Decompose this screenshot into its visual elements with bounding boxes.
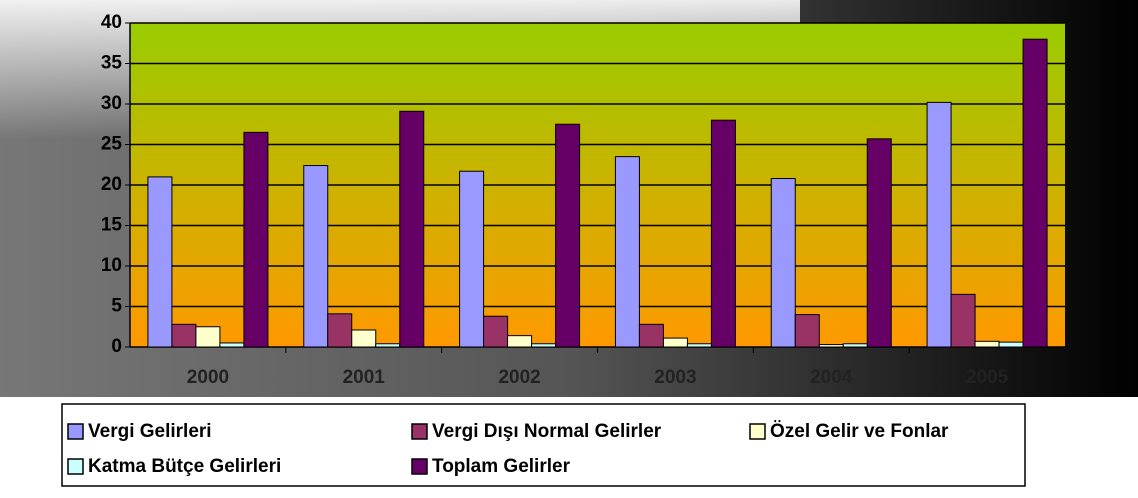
legend-label: Özel Gelir ve Fonlar [770,421,949,442]
legend-label: Vergi Gelirleri [88,421,212,442]
bar [770,178,796,348]
legend-swatch [411,423,428,440]
bar [483,315,509,348]
legend-label: Toplam Gelirler [432,456,571,477]
x-tick-label: 2004 [810,367,853,388]
y-tick-label: 30 [101,93,122,114]
legend-label: Vergi Dışı Normal Gelirler [432,421,662,442]
bar [926,101,952,348]
bar [866,138,892,348]
bar [842,343,868,348]
legend-swatch [411,458,428,475]
bar [998,341,1024,348]
bar [1022,38,1048,348]
y-tick-label: 5 [111,296,122,317]
bar [638,323,664,348]
bar [351,329,377,348]
legend-swatch [749,423,766,440]
bar [195,326,221,348]
x-tick-label: 2003 [654,367,696,388]
bar [243,131,269,348]
bar [974,340,1000,348]
legend-swatch [67,458,84,475]
y-tick-label: 35 [101,53,123,74]
bar [794,314,820,348]
y-tick-label: 25 [101,134,123,155]
y-tick-label: 0 [111,336,122,357]
bar [710,119,736,348]
bar [303,165,329,348]
bar [171,323,197,348]
legend-label: Katma Bütçe Gelirleri [88,456,281,477]
legend-swatch [67,423,84,440]
bar [327,313,353,348]
bar [818,344,844,348]
bar [531,343,557,348]
x-tick-label: 2002 [498,367,540,388]
y-tick-label: 40 [101,12,122,33]
bar [459,170,485,348]
bar [686,343,712,348]
y-tick-label: 20 [101,174,122,195]
y-tick-label: 10 [101,255,122,276]
bar [662,337,688,348]
bar [375,343,401,348]
bar [614,156,640,348]
x-tick-label: 2005 [966,367,1009,388]
y-tick-label: 15 [101,215,123,236]
legend [61,403,1026,487]
bar [555,123,581,348]
x-tick-label: 2000 [187,367,229,388]
bar [399,110,425,348]
bar [950,293,976,348]
bar [219,342,245,348]
x-tick-label: 2001 [343,367,386,388]
bar [507,335,533,348]
bar [147,176,173,348]
